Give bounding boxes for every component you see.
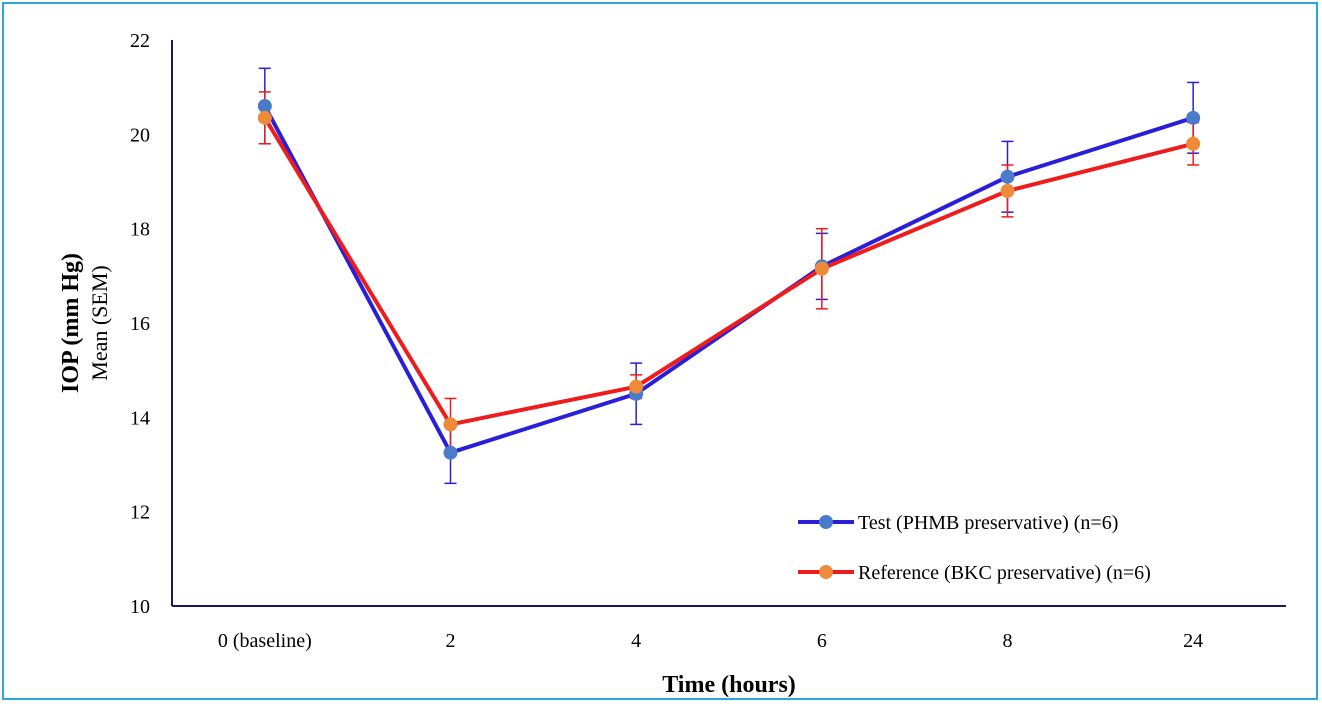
data-point <box>443 445 458 460</box>
x-tick-label: 6 <box>817 630 827 652</box>
y-tick-label: 12 <box>130 502 150 524</box>
legend-marker-test <box>819 515 833 529</box>
data-point <box>629 379 644 394</box>
x-tick-label: 4 <box>631 630 641 652</box>
series-1-markers <box>257 110 1201 432</box>
legend-marker-reference <box>819 565 833 579</box>
y-tick-label: 10 <box>130 596 150 618</box>
y-axis-title-sub: Mean (SEM) <box>87 265 112 380</box>
axes <box>171 40 1286 607</box>
x-tick-labels: 0 (baseline) 2 4 6 8 24 <box>218 630 1203 652</box>
data-point <box>1000 183 1015 198</box>
data-point <box>257 99 272 114</box>
series-0-error-bars <box>258 67 1200 485</box>
legend-label-reference: Reference (BKC preservative) (n=6) <box>858 562 1151 584</box>
series-1-line <box>263 116 1194 427</box>
x-tick-label: 2 <box>446 630 456 652</box>
y-tick-label: 14 <box>130 407 150 429</box>
data-point <box>257 110 272 125</box>
legend-item-test: Test (PHMB preservative) (n=6) <box>798 512 1118 534</box>
series-0-markers <box>257 99 1201 460</box>
y-axis-title: IOP (mm Hg) Mean (SEM) <box>58 253 112 393</box>
x-tick-label: 24 <box>1183 630 1203 652</box>
series-0-line <box>263 105 1194 455</box>
y-tick-label: 16 <box>130 313 150 335</box>
data-point <box>814 261 829 276</box>
y-tick-label: 20 <box>130 124 150 146</box>
series-layer <box>257 67 1201 485</box>
x-tick-label: 8 <box>1003 630 1013 652</box>
data-point <box>443 417 458 432</box>
legend: Test (PHMB preservative) (n=6) Reference… <box>798 512 1151 584</box>
series-1-error-bars <box>258 91 1200 452</box>
legend-label-test: Test (PHMB preservative) (n=6) <box>858 512 1118 534</box>
y-tick-labels: 10 12 14 16 18 20 22 <box>130 30 150 618</box>
legend-item-reference: Reference (BKC preservative) (n=6) <box>798 562 1151 584</box>
y-axis-title-main: IOP (mm Hg) <box>58 253 84 393</box>
data-point <box>1000 169 1015 184</box>
x-tick-label: 0 (baseline) <box>218 630 312 652</box>
y-tick-label: 22 <box>130 30 150 52</box>
x-axis-title: Time (hours) <box>662 672 796 698</box>
data-point <box>1186 136 1201 151</box>
data-point <box>1186 110 1201 125</box>
y-tick-label: 18 <box>130 219 150 241</box>
